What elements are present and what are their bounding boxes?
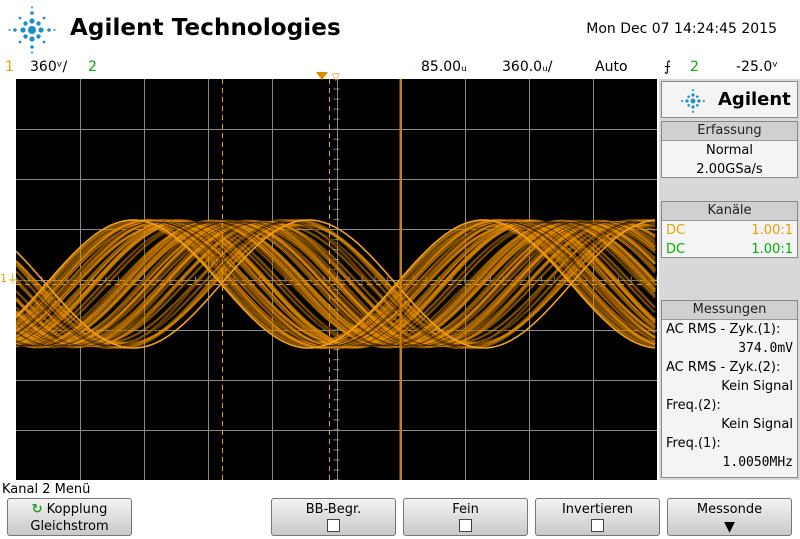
measurement-4-value: 1.0050MHz	[722, 455, 793, 470]
panel-brand: Agilent	[718, 89, 791, 110]
measurements-title: Messungen	[662, 301, 797, 320]
softkey-invertieren[interactable]: Invertieren	[535, 498, 660, 536]
ch2-probe: 1.00:1	[751, 242, 793, 257]
waveform-trace	[16, 221, 656, 347]
waveform-svg	[16, 79, 657, 480]
measurement-3-label: Freq.(2):	[666, 398, 721, 413]
waveform-trace	[16, 223, 656, 345]
waveform-trace	[16, 221, 656, 347]
waveform-trace	[16, 221, 656, 347]
softkey-fein[interactable]: Fein	[403, 498, 528, 536]
agilent-small-logo-icon	[681, 89, 705, 113]
rotate-knob-icon: ↻	[31, 502, 43, 517]
ch2-coupling: DC	[666, 242, 686, 257]
sample-rate: 2.00GSa/s	[696, 162, 763, 177]
ch1-ground-marker-icon: 1⏚	[0, 272, 18, 285]
agilent-spark-logo-icon	[8, 6, 56, 54]
acquisition-box[interactable]: Erfassung Normal 2.00GSa/s	[661, 121, 798, 178]
acquisition-mode: Normal	[705, 143, 754, 158]
waveform-trace	[16, 221, 656, 347]
waveform-trace	[16, 221, 656, 347]
waveform-trace	[16, 221, 656, 347]
waveform-trace	[16, 221, 656, 347]
trigger-level[interactable]: -25.0ᵛ	[736, 59, 779, 75]
bw-limit-checkbox[interactable]	[327, 519, 340, 532]
measurements-box[interactable]: Messungen AC RMS - Zyk.(1): 374.0mV AC R…	[661, 300, 798, 478]
softkey-bw-limit-label: BB-Begr.	[305, 502, 362, 517]
time-delay[interactable]: 85.00ᵤ	[421, 59, 467, 75]
measurement-1-label: AC RMS - Zyk.(1):	[666, 322, 781, 337]
waveform-trace	[16, 221, 656, 347]
waveform-trace	[16, 221, 656, 347]
waveform-trace	[16, 219, 656, 349]
waveform-trace	[16, 222, 656, 346]
waveform-trace	[16, 221, 656, 347]
waveform-trace	[16, 220, 656, 348]
fein-checkbox[interactable]	[459, 519, 472, 532]
measurement-1-value: 374.0mV	[738, 341, 793, 356]
waveform-trace	[16, 221, 656, 347]
time-reference-marker-icon: ▽	[332, 72, 340, 83]
brand-title: Agilent Technologies	[70, 15, 341, 41]
invertieren-checkbox[interactable]	[591, 519, 604, 532]
header: Agilent Technologies Mon Dec 07 14:24:45…	[0, 0, 800, 60]
trigger-mode[interactable]: Auto	[595, 59, 628, 75]
side-panel: Agilent Erfassung Normal 2.00GSa/s Kanäl…	[659, 79, 800, 480]
trigger-edge-icon: ⨍	[664, 59, 672, 75]
trigger-position-marker-icon	[316, 72, 328, 80]
waveform-trace	[16, 221, 656, 347]
waveform-display[interactable]	[16, 79, 657, 480]
acquisition-title: Erfassung	[662, 122, 797, 141]
menu-title: Kanal 2 Menü	[2, 482, 91, 497]
submenu-arrow-icon: ▼	[724, 519, 735, 535]
softkey-messonde-label: Messonde	[696, 502, 763, 517]
measurement-4-label: Freq.(1):	[666, 436, 721, 451]
ch2-number[interactable]: 2	[88, 59, 97, 75]
agilent-brand-box: Agilent	[661, 81, 798, 118]
softkey-kopplung[interactable]: ↻ Kopplung Gleichstrom	[7, 498, 132, 536]
waveform-trace	[16, 219, 656, 349]
softkey-kopplung-value: Gleichstrom	[30, 519, 109, 534]
softkey-kopplung-label: Kopplung	[46, 502, 108, 517]
softkey-fein-label: Fein	[452, 502, 479, 517]
waveform-trace	[16, 223, 656, 345]
softkey-bw-limit[interactable]: BB-Begr.	[271, 498, 396, 536]
ch1-probe: 1.00:1	[751, 223, 793, 238]
trigger-source[interactable]: 2	[690, 59, 699, 75]
time-scale[interactable]: 360.0ᵤ/	[502, 59, 553, 75]
channels-title: Kanäle	[662, 202, 797, 221]
measurement-2-label: AC RMS - Zyk.(2):	[666, 360, 781, 375]
waveform-trace	[16, 221, 656, 347]
datetime: Mon Dec 07 14:24:45 2015	[586, 21, 777, 37]
status-bar: 1 360ᵛ/ 2 85.00ᵤ 360.0ᵤ/ Auto ⨍ 2 -25.0ᵛ	[0, 58, 800, 78]
reference-markers	[16, 79, 657, 480]
softkey-messonde[interactable]: Messonde ▼	[667, 498, 792, 536]
ch1-scale[interactable]: 360ᵛ/	[30, 59, 68, 75]
softkey-invertieren-label: Invertieren	[561, 502, 634, 517]
waveform-trace	[16, 221, 656, 347]
measurement-2-value: Kein Signal	[721, 379, 793, 394]
ch1-coupling: DC	[666, 223, 686, 238]
measurement-3-value: Kein Signal	[721, 417, 793, 432]
ch1-waveform-trace	[16, 218, 656, 350]
channels-box[interactable]: Kanäle DC 1.00:1 DC 1.00:1	[661, 201, 798, 258]
waveform-trace	[16, 221, 656, 347]
ch1-number[interactable]: 1	[5, 59, 14, 75]
